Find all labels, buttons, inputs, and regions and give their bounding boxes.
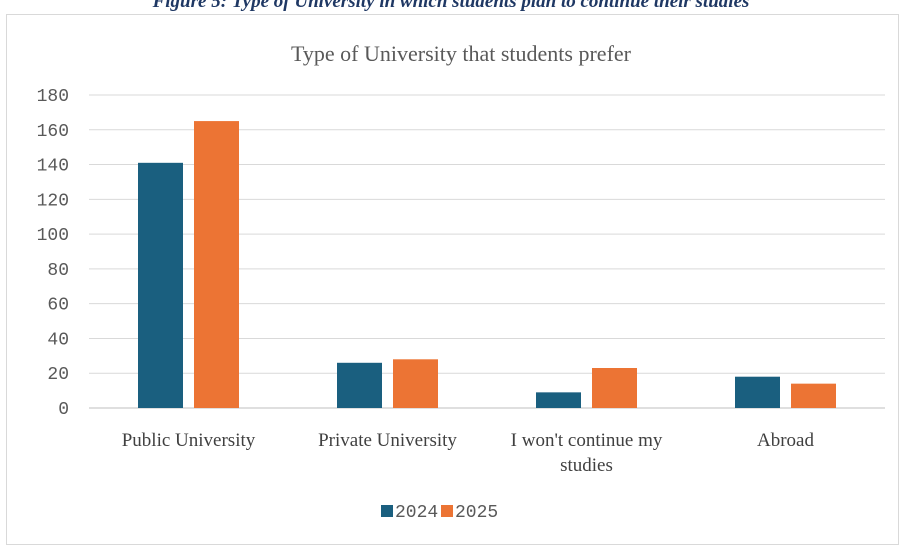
y-tick-label: 120 <box>37 191 69 211</box>
bars <box>138 121 836 408</box>
x-tick-label: studies <box>560 455 613 476</box>
bar-2024 <box>138 162 183 408</box>
bar-2025 <box>393 359 438 408</box>
bar-2024 <box>536 392 581 408</box>
y-tick-label: 40 <box>47 330 69 350</box>
y-tick-label: 100 <box>37 226 69 246</box>
chart-title: Type of University that students prefer <box>291 41 632 66</box>
y-tick-label: 0 <box>58 400 69 420</box>
bar-chart: Type of University that students prefer … <box>37 41 885 523</box>
x-tick-label: Private University <box>318 430 457 451</box>
y-tick-label: 160 <box>37 122 69 142</box>
bar-2024 <box>337 362 382 408</box>
y-tick-label: 140 <box>37 157 69 177</box>
bar-2025 <box>791 383 836 408</box>
y-axis: 0 20 40 60 80 100 120 140 160 180 <box>37 87 69 420</box>
y-tick-label: 60 <box>47 296 69 316</box>
legend-swatch <box>381 505 393 517</box>
bar-2025 <box>592 368 637 408</box>
legend-label: 2024 <box>395 503 438 523</box>
figure-caption: Figure 5: Type of University in which st… <box>152 0 750 12</box>
y-tick-label: 20 <box>47 365 69 385</box>
x-tick-label: Public University <box>122 430 256 451</box>
legend: 2024 2025 <box>381 503 498 523</box>
chart-frame: Type of University that students prefer … <box>6 14 899 545</box>
legend-label: 2025 <box>455 503 498 523</box>
bar-2024 <box>735 376 780 408</box>
x-tick-label: I won't continue my <box>511 430 663 451</box>
x-axis: Public University Private University I won… <box>122 430 815 476</box>
y-tick-label: 80 <box>47 261 69 281</box>
bar-2025 <box>194 121 239 408</box>
legend-swatch <box>441 505 453 517</box>
x-tick-label: Abroad <box>757 430 814 451</box>
y-tick-label: 180 <box>37 87 69 107</box>
